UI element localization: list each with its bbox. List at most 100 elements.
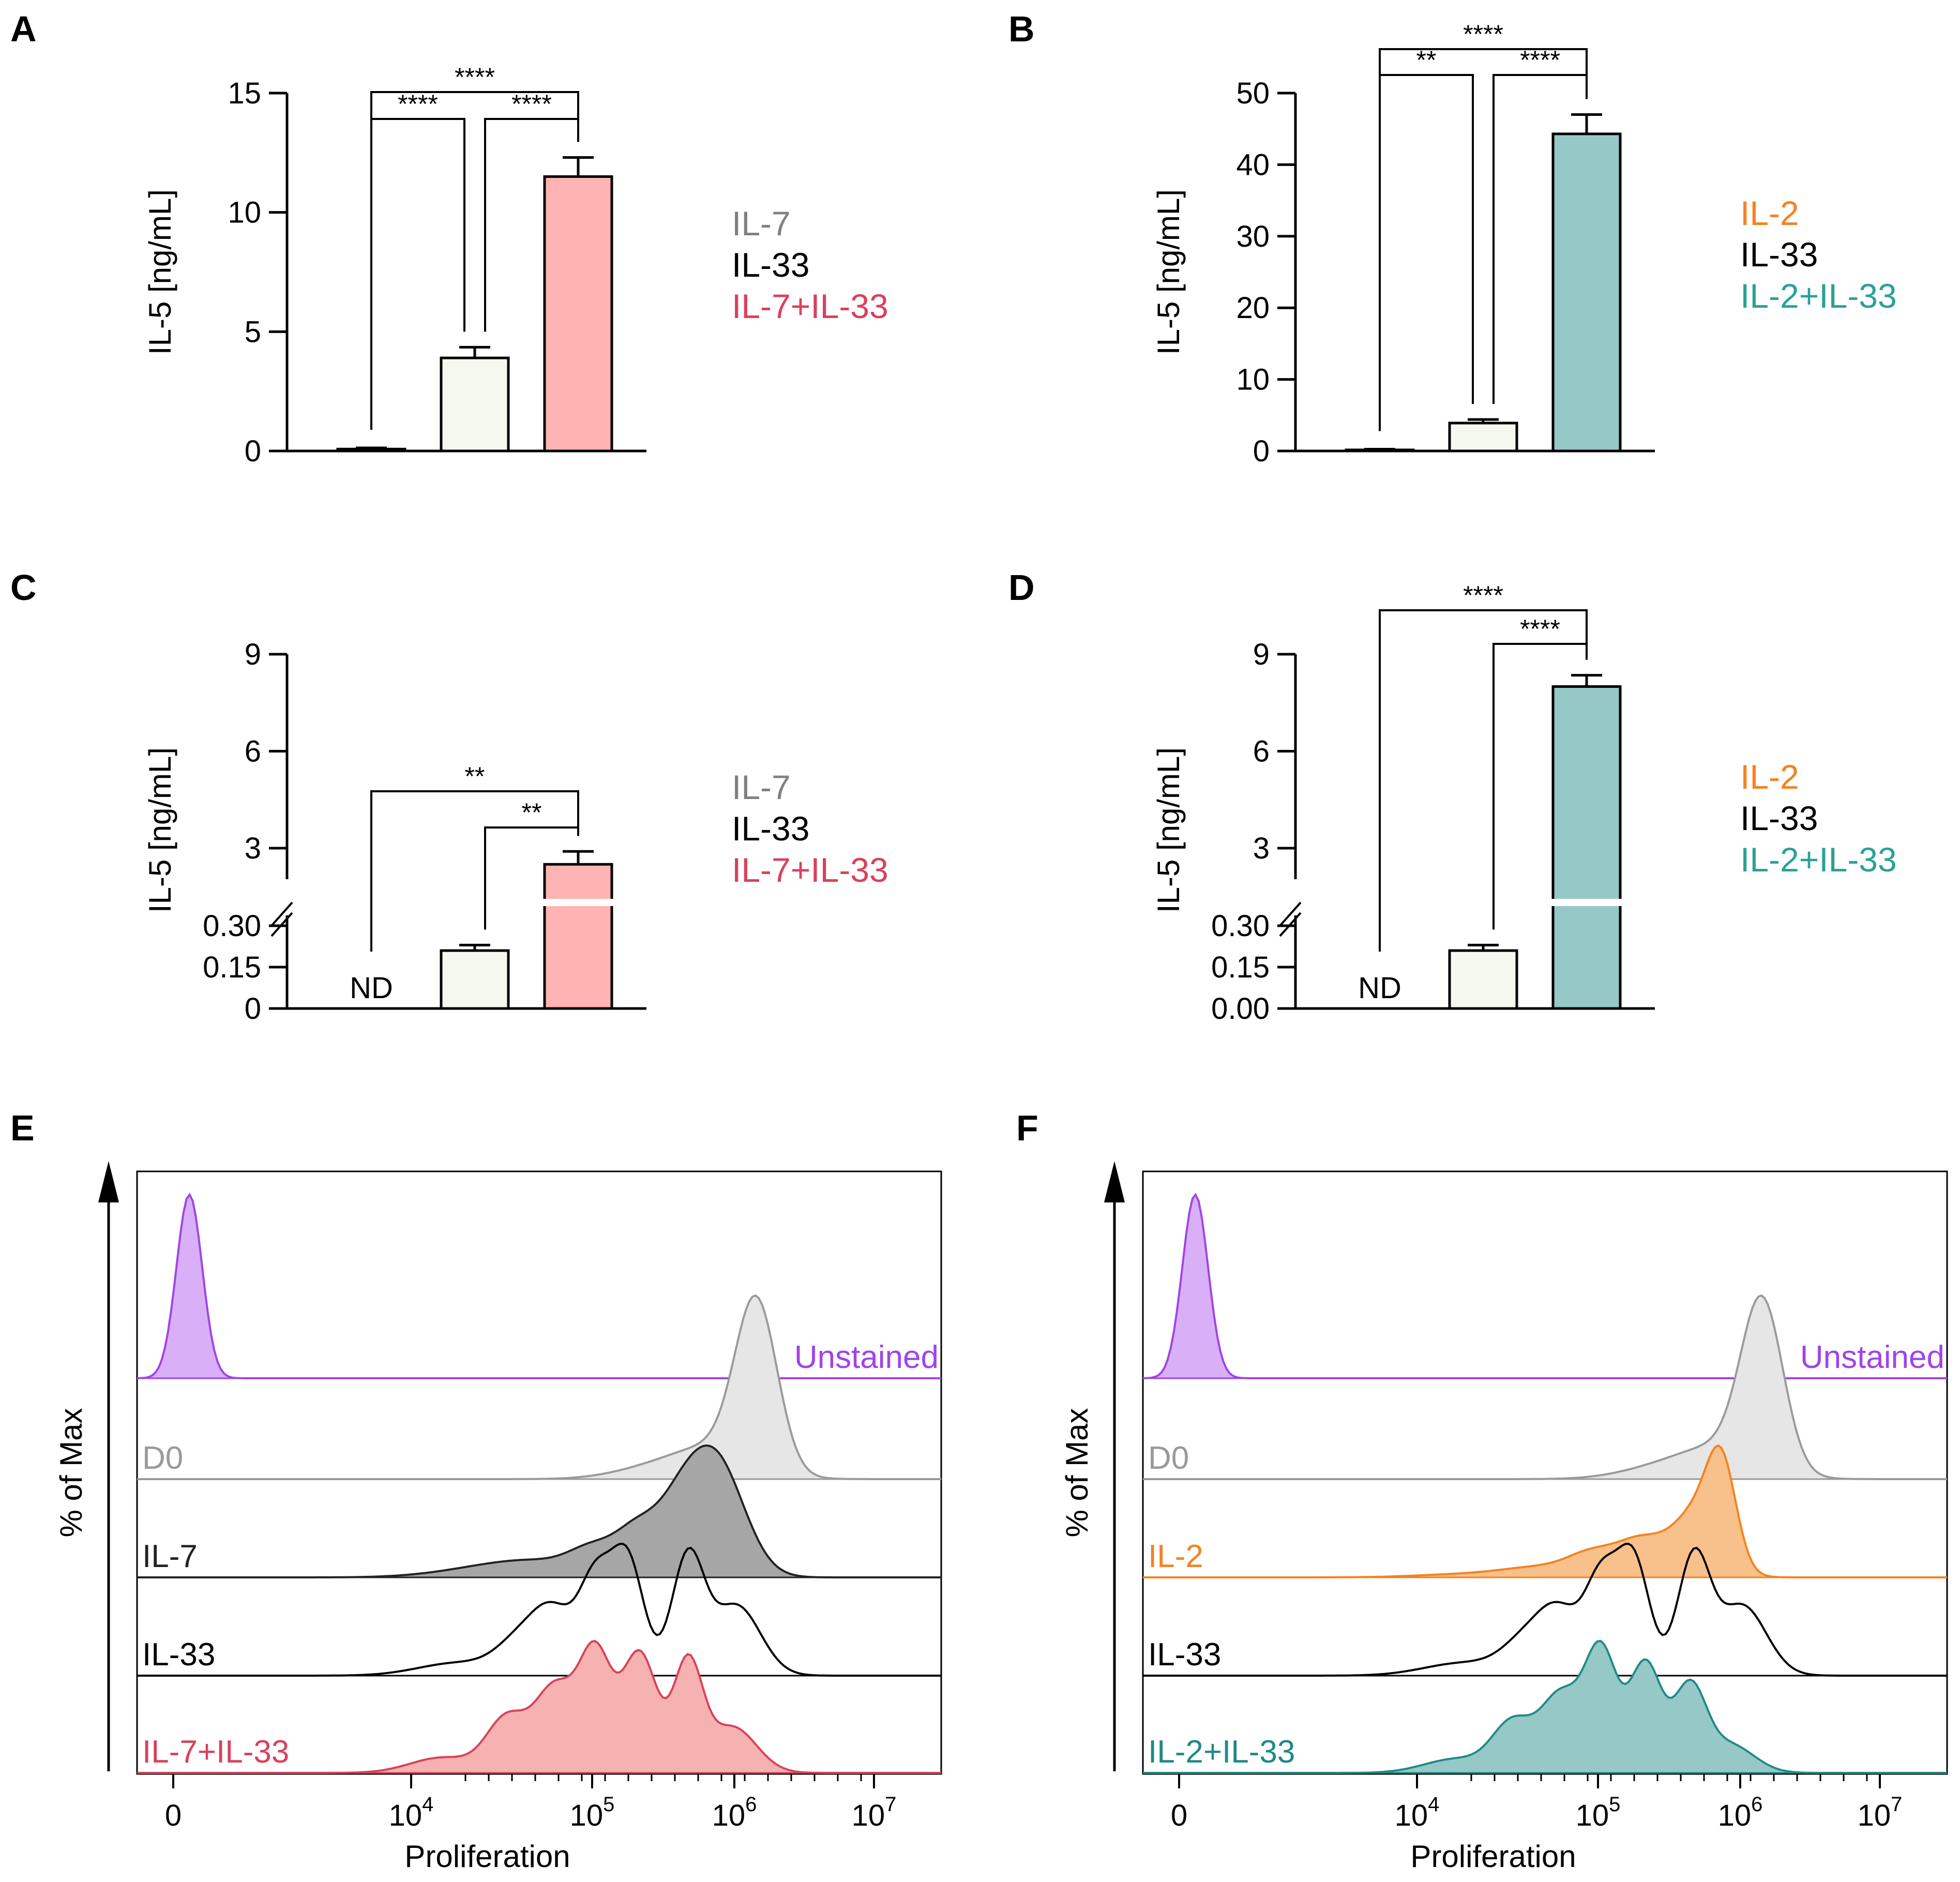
x-tick-label: 107 [1858, 1793, 1903, 1832]
bar [543, 175, 613, 453]
x-tick-base: 10 [570, 1799, 604, 1832]
x-tick-label: 105 [1576, 1793, 1621, 1832]
series-label: IL-7+IL-33 [142, 1734, 289, 1770]
y-axis-title: % of Max [54, 1408, 88, 1537]
panel-letter: E [10, 1108, 35, 1148]
panel-letter: F [1016, 1108, 1038, 1148]
panel-D: D 0.00 0.15 0.30 3 6 9 IL-5 [ng/mL] ND **** **** IL… [1008, 567, 1897, 1026]
x-tick-base: 10 [712, 1799, 746, 1832]
significance-label: **** [1520, 46, 1560, 74]
series-label: IL-7 [142, 1539, 198, 1574]
x-tick-base: 10 [1858, 1799, 1891, 1832]
y-axis-title: IL-5 [ng/mL] [143, 747, 177, 913]
not-detected-label: ND [350, 971, 393, 1005]
histogram-curve [137, 1444, 941, 1578]
bar [1551, 132, 1622, 453]
bar [1551, 685, 1622, 1010]
y-tick-label: 3 [1253, 832, 1270, 865]
legend-entry: IL-2+IL-33 [1740, 840, 1897, 879]
legend-entry: IL-2+IL-33 [1740, 277, 1897, 315]
significance-label: ** [522, 798, 542, 827]
panel-E: E % of Max Unstained D0 IL-7 IL-33 IL-7+IL-33 0… [10, 1108, 942, 1874]
significance-label: ** [465, 762, 485, 791]
panel-letter: B [1008, 9, 1035, 49]
axis-break-mark [270, 901, 293, 927]
significance-label: **** [398, 89, 438, 118]
y-tick-label: 9 [1253, 638, 1270, 671]
y-tick-label: 15 [228, 77, 261, 110]
x-tick-exponent: 7 [1891, 1793, 1902, 1816]
bar [440, 949, 510, 1010]
y-tick-label: 5 [245, 315, 261, 349]
series-label: D0 [142, 1440, 183, 1476]
y-axis-title: IL-5 [ng/mL] [143, 189, 177, 355]
x-tick-exponent: 4 [422, 1793, 433, 1816]
x-tick-label: 105 [570, 1793, 615, 1832]
x-tick-exponent: 5 [1609, 1793, 1620, 1816]
x-axis-title: Proliferation [1410, 1839, 1576, 1874]
bar-break-gap [542, 899, 614, 906]
y-tick-label: 9 [245, 638, 261, 671]
significance-bracket [1379, 609, 1588, 952]
legend-entry: IL-7+IL-33 [732, 851, 888, 889]
y-tick-label: 30 [1236, 220, 1270, 253]
significance-label: ** [1416, 46, 1437, 74]
significance-label: **** [1520, 614, 1560, 643]
not-detected-label: ND [1358, 971, 1401, 1005]
significance-label: **** [511, 89, 552, 118]
x-tick-label: 0 [165, 1799, 182, 1832]
histogram-fill [137, 1641, 941, 1773]
y-tick-label: 10 [228, 196, 261, 230]
y-tick-label: 0.30 [1211, 909, 1270, 943]
histogram-fill [1143, 1641, 1947, 1773]
x-tick-exponent: 5 [603, 1793, 614, 1816]
y-tick-label: 10 [1236, 363, 1270, 397]
histogram-fill [1143, 1446, 1947, 1577]
panel-letter: D [1008, 567, 1035, 608]
legend-entry: IL-33 [1740, 235, 1818, 274]
series-label: IL-33 [142, 1637, 215, 1673]
y-tick-label: 40 [1236, 148, 1270, 182]
y-tick-label: 0 [245, 434, 261, 468]
y-tick-label: 50 [1236, 77, 1270, 110]
x-tick-base: 10 [1395, 1799, 1428, 1832]
series-label: IL-2+IL-33 [1148, 1734, 1295, 1770]
x-tick-label: 106 [1718, 1793, 1763, 1832]
legend-entry: IL-2 [1740, 194, 1799, 232]
bar [1448, 949, 1518, 1010]
bar-break-gap [1551, 899, 1622, 906]
x-tick-exponent: 7 [885, 1793, 896, 1816]
axis-break-mark [1279, 901, 1302, 927]
legend-entry: IL-7 [732, 768, 791, 806]
x-tick-base: 10 [852, 1799, 885, 1832]
legend-entry: IL-33 [732, 246, 809, 284]
significance-label: **** [455, 63, 495, 92]
histogram-curve [137, 1294, 941, 1480]
legend-entry: IL-7 [732, 204, 791, 243]
significance-bracket [1379, 48, 1588, 431]
y-tick-label: 0.00 [1211, 992, 1270, 1026]
bar [336, 447, 406, 453]
bar [543, 863, 613, 1010]
y-axis-title: IL-5 [ng/mL] [1151, 189, 1186, 355]
x-tick-exponent: 6 [1751, 1793, 1762, 1816]
x-tick-base: 10 [1718, 1799, 1752, 1832]
legend-entry: IL-33 [1740, 799, 1818, 837]
y-tick-label: 6 [245, 735, 261, 769]
series-label: Unstained [794, 1339, 939, 1375]
y-tick-label: 0.15 [203, 951, 261, 984]
panel-letter: A [10, 9, 37, 49]
series-label: IL-33 [1148, 1637, 1221, 1673]
legend-entry: IL-7+IL-33 [732, 287, 888, 325]
histogram-fill [137, 1296, 941, 1479]
x-tick-label: 106 [712, 1793, 757, 1832]
significance-bracket [370, 790, 579, 952]
panel-letter: C [10, 567, 37, 608]
bar [1448, 421, 1518, 453]
x-axis-title: Proliferation [404, 1839, 570, 1874]
histogram-curve [1143, 1444, 1947, 1578]
y-arrow-head [1104, 1161, 1125, 1202]
significance-bracket [370, 91, 579, 430]
series-label: IL-2 [1148, 1539, 1203, 1574]
